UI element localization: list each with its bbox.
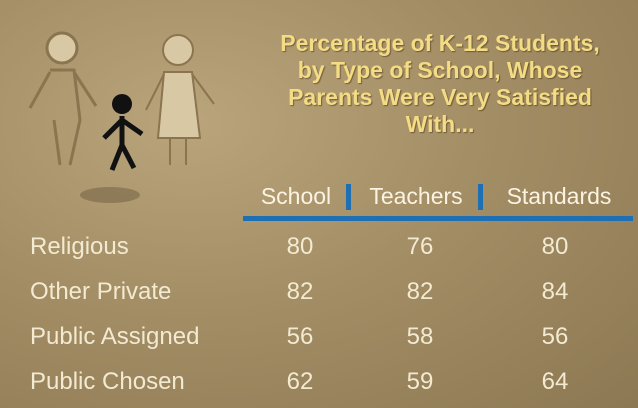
column-header: Teachers — [356, 181, 476, 211]
child-figure — [104, 94, 142, 170]
adult-figure-2 — [146, 35, 214, 165]
title-line: Percentage of K-12 Students, — [240, 30, 638, 57]
title-line: With... — [240, 111, 638, 138]
row-label: Other Private — [30, 277, 171, 307]
column-header: School — [250, 181, 342, 211]
cell-value: 59 — [380, 367, 460, 397]
cell-value: 80 — [515, 232, 595, 262]
adult-figure — [30, 33, 96, 165]
cell-value: 82 — [380, 277, 460, 307]
infographic: Percentage of K-12 Students,by Type of S… — [0, 0, 638, 408]
cell-value: 58 — [380, 322, 460, 352]
cell-value: 82 — [260, 277, 340, 307]
cell-value: 80 — [260, 232, 340, 262]
column-separator — [346, 184, 351, 210]
column-separator — [478, 184, 483, 210]
title-line: by Type of School, Whose — [240, 57, 638, 84]
column-header: Standards — [484, 181, 634, 211]
header-rule — [243, 216, 633, 221]
row-label: Public Chosen — [30, 367, 185, 397]
cell-value: 62 — [260, 367, 340, 397]
shadow — [80, 187, 140, 203]
cell-value: 76 — [380, 232, 460, 262]
cell-value: 56 — [515, 322, 595, 352]
row-label: Religious — [30, 232, 129, 262]
row-label: Public Assigned — [30, 322, 199, 352]
title-line: Parents Were Very Satisfied — [240, 84, 638, 111]
cell-value: 84 — [515, 277, 595, 307]
cell-value: 56 — [260, 322, 340, 352]
family-illustration — [0, 0, 240, 220]
cell-value: 64 — [515, 367, 595, 397]
